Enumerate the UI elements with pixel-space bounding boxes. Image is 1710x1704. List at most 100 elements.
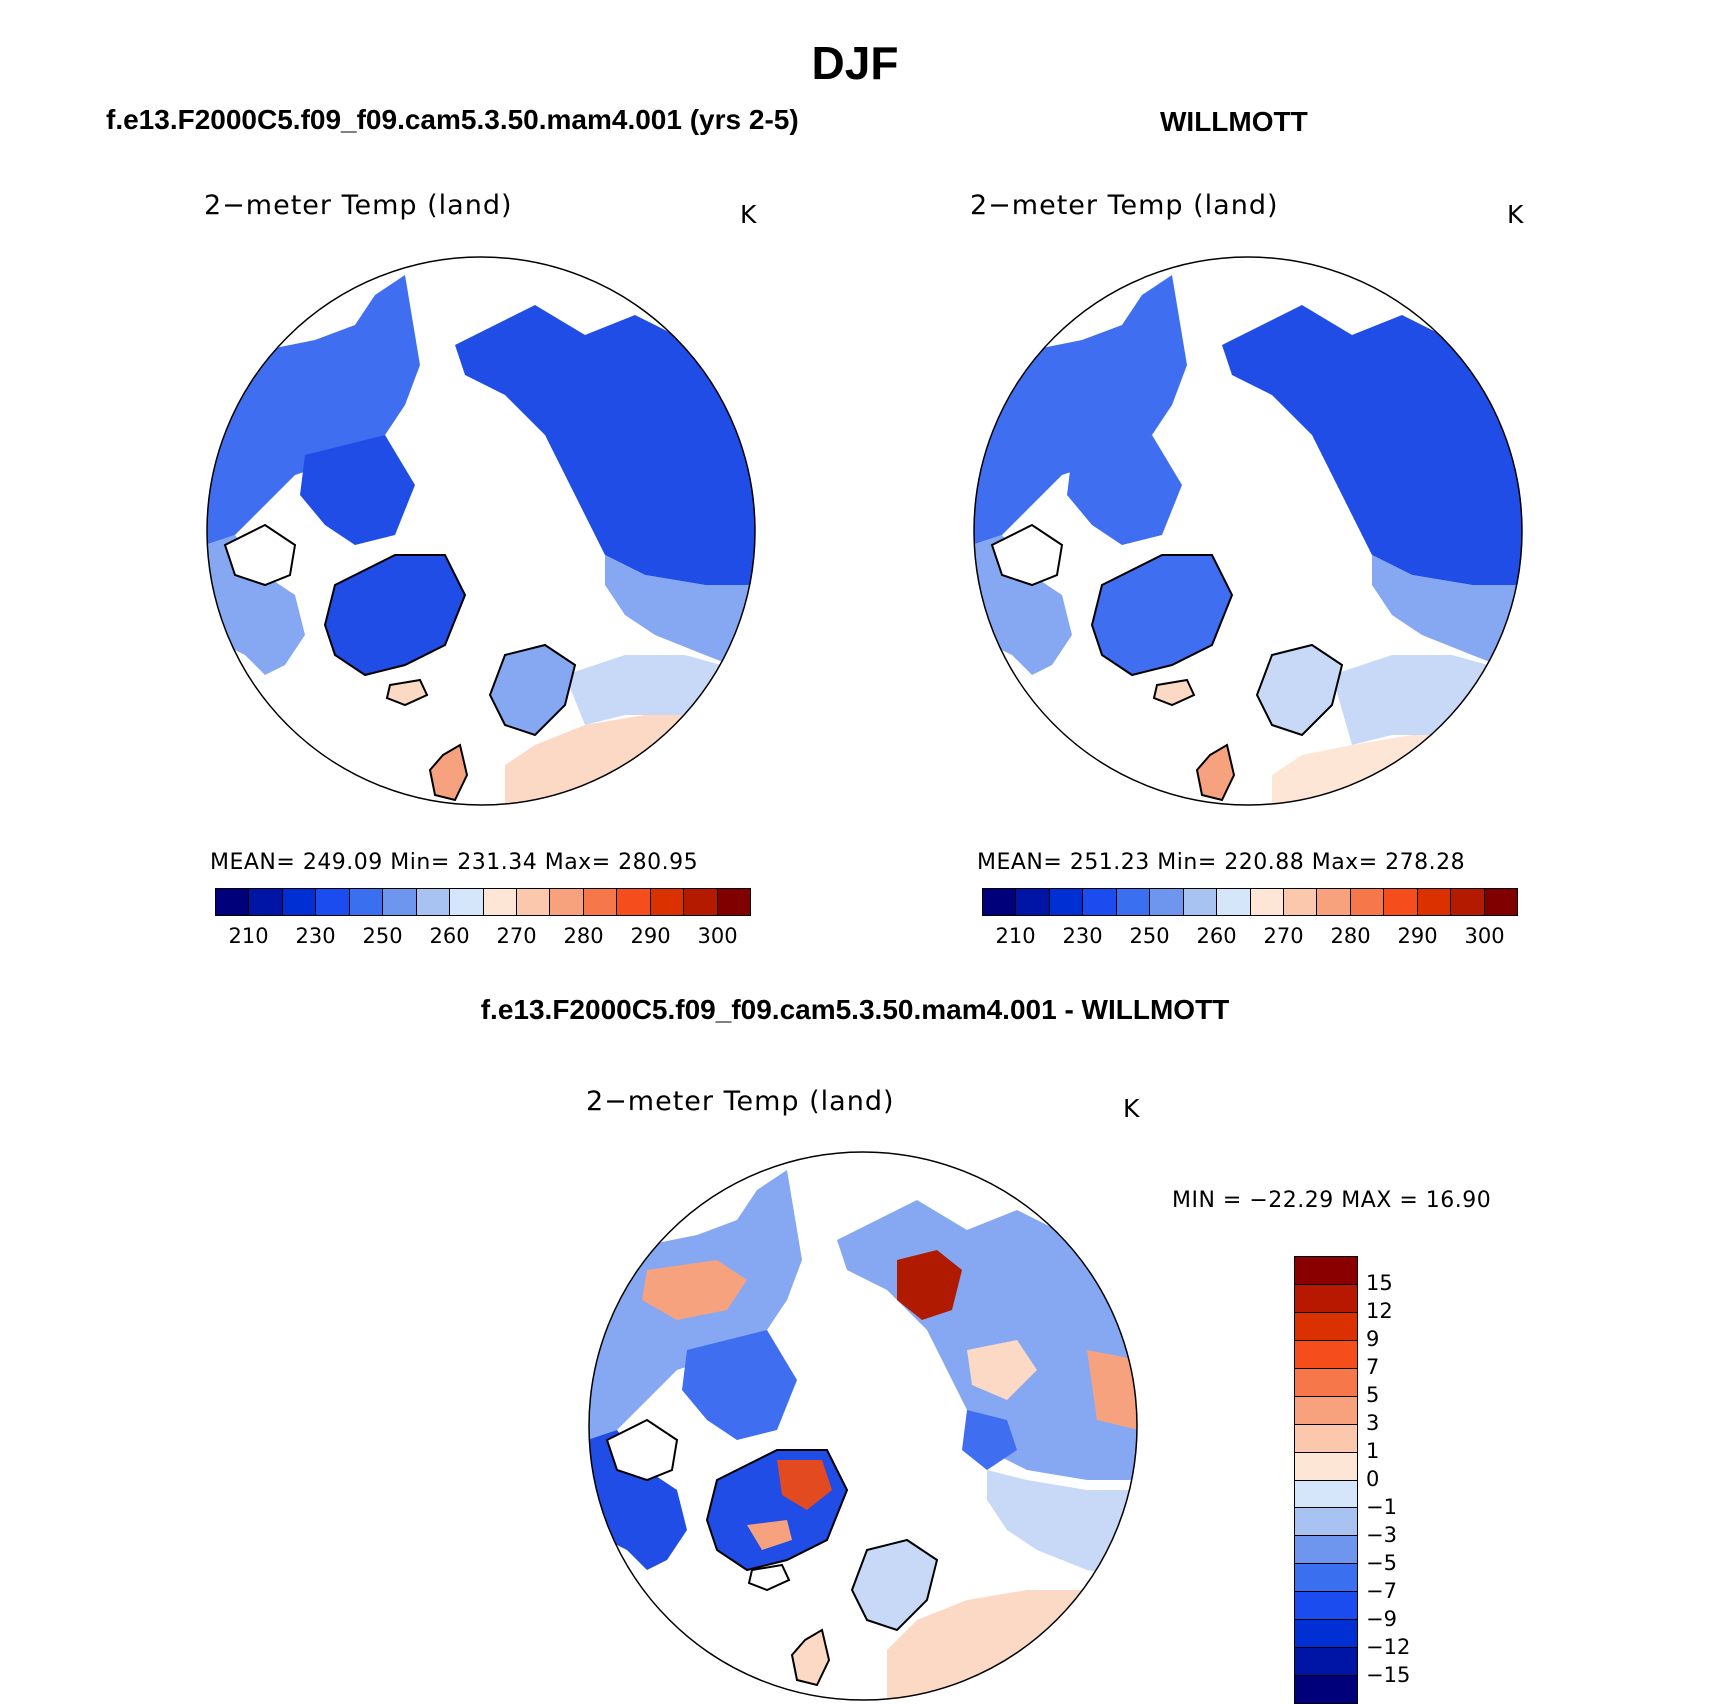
- page-title: DJF: [811, 37, 899, 89]
- colorbar-swatch: [983, 889, 1017, 915]
- colorbar-swatch: [583, 889, 618, 915]
- colorbar-swatch: [1295, 1508, 1357, 1537]
- colorbar-tick-label: 270: [1263, 924, 1304, 948]
- colorbar-swatch: [1451, 889, 1485, 915]
- colorbar-swatch: [1295, 1257, 1357, 1285]
- left-land-iceland: [385, 678, 429, 707]
- right-land-greenland: [1090, 554, 1234, 677]
- colorbar-tick-label: 210: [995, 924, 1036, 948]
- colorbar-tick-label: 300: [1464, 924, 1505, 948]
- colorbar-tick-label: −12: [1366, 1635, 1411, 1659]
- diff-unit-label: K: [1123, 1094, 1140, 1123]
- left-land-uk: [428, 743, 469, 802]
- colorbar-swatch: [1295, 1340, 1357, 1369]
- panel-left-title: f.e13.F2000C5.f09_f09.cam5.3.50.mam4.001…: [106, 104, 799, 135]
- colorbar-swatch: [416, 889, 451, 915]
- right-stats: MEAN= 251.23 Min= 220.88 Max= 278.28: [977, 850, 1466, 875]
- colorbar-tick-label: −9: [1366, 1607, 1397, 1631]
- panel-diff-title: f.e13.F2000C5.f09_f09.cam5.3.50.mam4.001…: [480, 994, 1230, 1025]
- colorbar-tick-label: 290: [630, 924, 671, 948]
- colorbar-tick-label: −15: [1366, 1663, 1411, 1687]
- colorbar-swatch: [383, 889, 417, 915]
- colorbar-swatch: [1217, 889, 1251, 915]
- colorbar-swatch: [1183, 889, 1218, 915]
- colorbar-tick-label: 1: [1366, 1439, 1380, 1463]
- right-land-scandinavia: [1255, 643, 1344, 737]
- right-land-iceland: [1152, 678, 1196, 707]
- diff-land-greenland-warm: [777, 1460, 832, 1510]
- colorbar-tick-label: 210: [228, 924, 269, 948]
- colorbar-swatch: [1295, 1424, 1357, 1453]
- colorbar-swatch: [1250, 889, 1284, 915]
- colorbar-swatch: [717, 889, 750, 915]
- diff-land-siberia-deep: [962, 1410, 1017, 1470]
- colorbar-tick-label: 9: [1366, 1327, 1380, 1351]
- colorbar-swatch: [1295, 1284, 1357, 1313]
- colorbar-swatch: [1295, 1396, 1357, 1425]
- right-land-siberia: [1222, 305, 1522, 585]
- right-variable-label: 2−meter Temp (land): [970, 190, 1279, 221]
- right-land-canadian-archipelago: [1067, 435, 1182, 545]
- colorbar-swatch: [550, 889, 584, 915]
- colorbar-tick-label: 280: [563, 924, 604, 948]
- colorbar-swatch: [1283, 889, 1318, 915]
- diff-land-greenland-warm2: [747, 1520, 792, 1550]
- left-land-siberia: [455, 305, 755, 585]
- colorbar-tick-label: 7: [1366, 1355, 1380, 1379]
- colorbar-swatch: [450, 889, 484, 915]
- colorbar-swatch: [1384, 889, 1418, 915]
- diff-land-iceland: [747, 1563, 791, 1592]
- colorbar-tick-label: 0: [1366, 1467, 1380, 1491]
- colorbar-swatch: [516, 889, 551, 915]
- colorbar-swatch: [1350, 889, 1385, 915]
- colorbar-swatch: [1295, 1620, 1357, 1649]
- colorbar-swatch: [1317, 889, 1351, 915]
- colorbar-swatch: [1295, 1368, 1357, 1397]
- colorbar-tick-label: 3: [1366, 1411, 1380, 1435]
- colorbar-swatch: [1083, 889, 1117, 915]
- right-land-eurasia-south: [1372, 555, 1522, 675]
- colorbar-tick-label: 260: [429, 924, 470, 948]
- colorbar-swatch: [216, 889, 250, 915]
- colorbar-swatch: [1295, 1536, 1357, 1565]
- colorbar-swatch: [1295, 1592, 1357, 1621]
- colorbar-swatch: [483, 889, 517, 915]
- diff-land-siberia-warm: [967, 1340, 1037, 1400]
- colorbar-tick-label: 230: [295, 924, 336, 948]
- colorbar-swatch: [1295, 1564, 1357, 1593]
- colorbar-swatch: [1484, 889, 1517, 915]
- right-polar-map: [973, 256, 1523, 806]
- colorbar-swatch: [650, 889, 685, 915]
- colorbar-swatch: [349, 889, 384, 915]
- diff-land-eurasia-south: [987, 1470, 1137, 1580]
- diff-variable-label: 2−meter Temp (land): [586, 1086, 895, 1117]
- colorbar-tick-label: −3: [1366, 1523, 1397, 1547]
- colorbar-swatch: [1049, 889, 1084, 915]
- colorbar-tick-label: −7: [1366, 1579, 1397, 1603]
- left-land-alaska-gap: [223, 523, 297, 587]
- right-land-north-america: [974, 275, 1187, 545]
- left-land-canadian-archipelago: [300, 435, 415, 545]
- diff-polar-map: [588, 1151, 1138, 1701]
- colorbar-tick-label: −5: [1366, 1551, 1397, 1575]
- right-colorbar: [982, 888, 1518, 916]
- colorbar-tick-label: 270: [496, 924, 537, 948]
- colorbar-swatch: [617, 889, 651, 915]
- left-land-scandinavia: [488, 643, 577, 737]
- diff-land-scandinavia: [850, 1538, 939, 1632]
- colorbar-swatch: [1295, 1312, 1357, 1341]
- colorbar-tick-label: 250: [1129, 924, 1170, 948]
- colorbar-swatch: [684, 889, 718, 915]
- left-land-eurasia-south: [605, 555, 755, 675]
- colorbar-swatch: [282, 889, 317, 915]
- diff-land-eurasia-east-warm: [1087, 1350, 1137, 1430]
- colorbar-tick-label: 260: [1196, 924, 1237, 948]
- left-land-europe-band: [565, 655, 755, 725]
- diff-land-uk: [790, 1628, 831, 1687]
- colorbar-swatch: [316, 889, 350, 915]
- right-land-europe-band: [1332, 655, 1522, 745]
- left-land-north-america: [207, 275, 420, 545]
- colorbar-tick-label: 300: [697, 924, 738, 948]
- colorbar-tick-label: 250: [362, 924, 403, 948]
- colorbar-swatch: [249, 889, 283, 915]
